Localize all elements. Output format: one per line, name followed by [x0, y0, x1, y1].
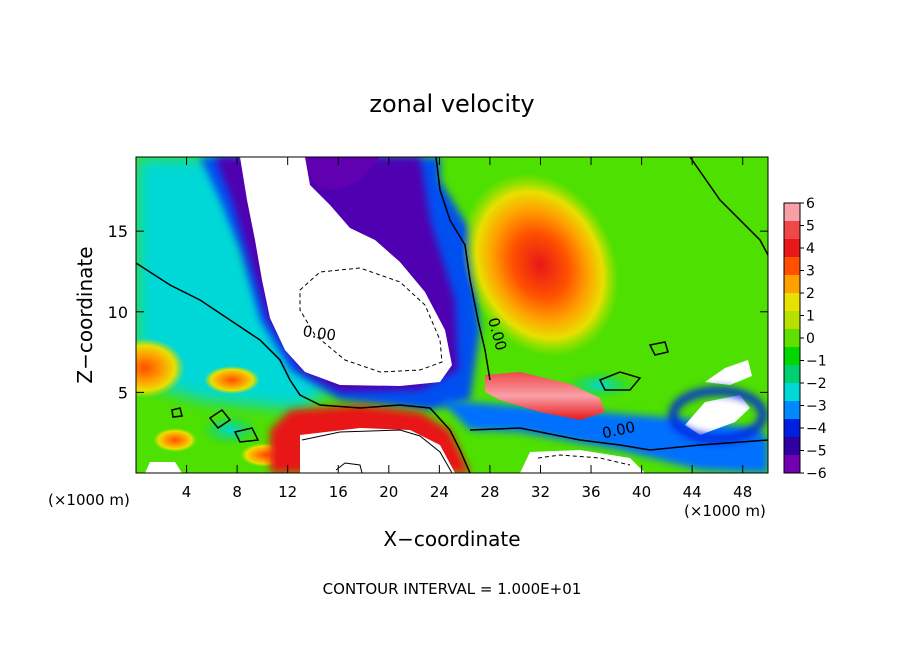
- colorbar-swatch: [784, 437, 800, 456]
- colorbar-swatch: [784, 365, 800, 384]
- zero-contours: [136, 157, 768, 473]
- x-tick-label: 4: [182, 483, 192, 501]
- colorbar-swatch: [784, 203, 800, 222]
- warm-spot: [153, 428, 197, 452]
- negative-contour-line: [537, 454, 631, 466]
- colorbar-swatch: [784, 329, 800, 348]
- cyan-patch: [200, 414, 260, 446]
- y-tick-label: 10: [108, 303, 128, 322]
- zero-contour-line: [469, 427, 768, 451]
- contour-label: 0.00: [302, 322, 338, 344]
- negative-contour-line: [299, 267, 443, 373]
- x-axis-unit-right: (×1000 m): [684, 502, 766, 520]
- colorbar-tick-label: 4: [806, 241, 815, 257]
- colorbar-swatch: [784, 455, 800, 474]
- colorbar-tick-label: −5: [806, 444, 827, 460]
- colorbar-tick-label: 5: [806, 219, 815, 235]
- warm-spot: [204, 366, 260, 394]
- jet-core-unshaded: [240, 157, 452, 386]
- heatmap-field: [136, 157, 768, 473]
- zero-contour-line: [208, 408, 232, 430]
- colorbar-tick-label: 2: [806, 286, 815, 302]
- positive-contours: [301, 429, 453, 473]
- y-axis-label: Z−coordinate: [73, 246, 97, 383]
- east-blue-ring: [669, 387, 767, 443]
- x-tick-label: 32: [531, 483, 550, 501]
- west-warm-blob: [136, 338, 185, 398]
- zero-contour-line: [689, 157, 768, 256]
- x-tick-label: 12: [278, 483, 297, 501]
- x-tick-label: 48: [733, 483, 752, 501]
- negative-contours: [299, 267, 631, 466]
- zero-contour-line: [171, 407, 183, 418]
- positive-contour-line: [301, 429, 453, 473]
- colorbar-swatch: [784, 293, 800, 312]
- contour-interval-footer: CONTOUR INTERVAL = 1.000E+01: [323, 580, 582, 598]
- top-purple-lobe: [305, 157, 380, 190]
- colorbar-tick-label: −1: [806, 354, 827, 370]
- eastward-maximum: [461, 173, 619, 357]
- x-tick-label: 20: [379, 483, 398, 501]
- zero-contour-line: [233, 427, 260, 443]
- east-unshaded-blob: [685, 395, 750, 435]
- colorbar: 6 5 4 3 2 1 0 −1 −2 −3 −4 −5 −6: [783, 196, 827, 482]
- y-axis: 5 10 15: [108, 222, 768, 402]
- zero-contour-line: [598, 371, 642, 391]
- x-tick-label: 24: [430, 483, 449, 501]
- eastward-streak: [485, 372, 605, 420]
- zero-contour-line: [648, 341, 669, 356]
- colorbar-swatch: [784, 383, 800, 402]
- colorbar-tick-label: 3: [806, 264, 815, 280]
- x-tick-label: 28: [480, 483, 499, 501]
- x-tick-label: 44: [683, 483, 702, 501]
- colorbar-swatch: [784, 257, 800, 276]
- surface-core-unshaded: [300, 428, 455, 473]
- colorbar-tick-label: 6: [806, 196, 815, 212]
- x-tick-label: 40: [632, 483, 651, 501]
- colorbar-swatch: [784, 401, 800, 420]
- colorbar-tick-label: 0: [806, 331, 815, 347]
- zero-contour-line: [136, 262, 471, 473]
- plot-frame: [135, 156, 769, 474]
- colorbar-tick-label: 1: [806, 309, 815, 325]
- chart-title: zonal velocity: [369, 90, 534, 118]
- colorbar-tick-label: −4: [806, 421, 827, 437]
- x-tick-label: 16: [329, 483, 348, 501]
- colorbar-tick-label: −6: [806, 466, 827, 482]
- colorbar-swatch: [784, 275, 800, 294]
- y-tick-label: 15: [108, 222, 128, 241]
- colorbar-tick-label: −3: [806, 399, 827, 415]
- colorbar-tick-label: −2: [806, 376, 827, 392]
- colorbar-swatch: [784, 221, 800, 240]
- surface-core-unshaded: [145, 462, 182, 473]
- x-tick-label: 36: [581, 483, 600, 501]
- x-axis-unit-left: (×1000 m): [48, 491, 130, 509]
- x-axis-label: X−coordinate: [383, 527, 520, 551]
- y-tick-label: 5: [118, 383, 128, 402]
- x-tick-label: 8: [232, 483, 242, 501]
- surface-core-unshaded: [520, 450, 645, 473]
- lower-blue-band: [440, 400, 768, 473]
- east-unshaded-blob: [705, 360, 752, 385]
- colorbar-swatch: [784, 239, 800, 258]
- colorbar-swatch: [784, 419, 800, 438]
- zero-contour-line: [435, 157, 491, 381]
- colorbar-swatch: [784, 311, 800, 330]
- positive-contour-line: [335, 462, 363, 473]
- x-axis: 4 8 12 16 20 24 28 32 36 40 44 48: [182, 157, 752, 501]
- colorbar-swatch: [784, 347, 800, 366]
